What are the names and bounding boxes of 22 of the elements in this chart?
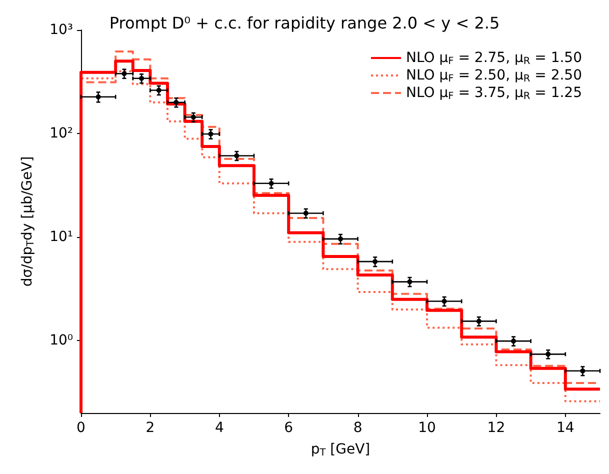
- x-tick-label: 0: [76, 420, 86, 436]
- x-tick-label: 2: [146, 420, 155, 436]
- point: [208, 131, 214, 136]
- chart-title: Prompt D⁰ + c.c. for rapidity range 2.0 < y < 2.5: [109, 14, 500, 32]
- point: [407, 279, 412, 284]
- y-tick-label: 10⁰: [50, 332, 74, 349]
- x-tick-label: 12: [487, 420, 506, 436]
- x-tick-label: 8: [353, 420, 362, 436]
- x-tick-label: 6: [284, 420, 294, 436]
- y-axis-title: dσ/dpTdy [μb/GeV]: [20, 156, 36, 287]
- point: [338, 236, 343, 242]
- x-tick-label: 14: [556, 420, 574, 436]
- y-tick-label: 10²: [50, 126, 73, 142]
- point: [580, 368, 586, 374]
- y-tick-label: 10³: [50, 22, 73, 38]
- point: [174, 100, 179, 105]
- point: [96, 94, 101, 100]
- point: [139, 76, 144, 81]
- y-tick-label: 10¹: [50, 229, 73, 246]
- x-tick-label: 4: [214, 420, 224, 436]
- x-tick-label: 10: [418, 420, 436, 436]
- point: [268, 180, 274, 186]
